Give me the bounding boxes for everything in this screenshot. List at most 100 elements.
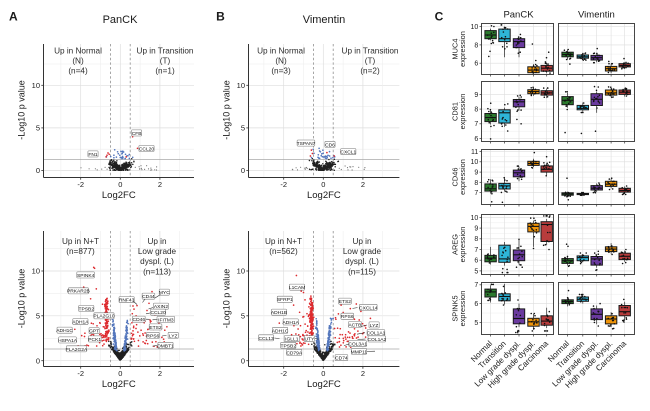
- svg-text:dyspl. (L): dyspl. (L): [140, 257, 174, 266]
- svg-text:expression: expression: [458, 291, 467, 327]
- svg-text:5: 5: [36, 311, 40, 320]
- svg-text:ETS2: ETS2: [339, 299, 352, 305]
- svg-text:CCL13: CCL13: [258, 336, 274, 342]
- svg-text:Low grade: Low grade: [343, 247, 382, 256]
- svg-text:-2: -2: [77, 369, 84, 378]
- svg-text:RPS6: RPS6: [146, 333, 159, 339]
- svg-text:SPINK4: SPINK4: [77, 273, 95, 279]
- svg-text:A: A: [9, 10, 18, 24]
- svg-text:(n=4): (n=4): [68, 67, 88, 76]
- svg-text:DMBT1: DMBT1: [157, 343, 174, 349]
- svg-text:6: 6: [474, 61, 478, 68]
- svg-text:COL3A1: COL3A1: [348, 342, 367, 348]
- svg-text:(N): (N): [275, 57, 287, 66]
- svg-text:10: 10: [237, 267, 245, 276]
- svg-text:(T): (T): [160, 57, 171, 66]
- svg-text:-Log10 p value: -Log10 p value: [17, 269, 27, 329]
- svg-text:-Log10 p value: -Log10 p value: [222, 269, 232, 329]
- svg-text:8: 8: [474, 180, 478, 187]
- svg-text:(n=2): (n=2): [360, 67, 380, 76]
- svg-text:CCL20: CCL20: [150, 310, 166, 316]
- svg-text:expression: expression: [458, 94, 467, 130]
- svg-text:6: 6: [474, 258, 478, 265]
- svg-text:GPT: GPT: [89, 329, 99, 335]
- svg-text:ACTB: ACTB: [348, 322, 361, 328]
- svg-text:11: 11: [471, 149, 478, 156]
- svg-text:dyspl. (L): dyspl. (L): [345, 257, 379, 266]
- svg-text:(n=1): (n=1): [155, 67, 175, 76]
- svg-text:Low grade: Low grade: [138, 247, 177, 256]
- svg-text:PanCK: PanCK: [503, 10, 534, 21]
- svg-text:RPS6: RPS6: [341, 314, 354, 320]
- svg-text:MMP11: MMP11: [351, 349, 368, 355]
- svg-text:ADH1A: ADH1A: [72, 320, 89, 326]
- svg-text:8: 8: [474, 42, 478, 49]
- svg-text:CD74: CD74: [335, 356, 348, 362]
- svg-text:ADH1C: ADH1C: [272, 328, 289, 334]
- svg-text:6: 6: [474, 136, 478, 143]
- svg-text:ADH1B: ADH1B: [271, 310, 287, 316]
- svg-text:0: 0: [36, 356, 40, 365]
- svg-text:PLA2G10: PLA2G10: [93, 314, 114, 320]
- svg-text:TPSB2: TPSB2: [281, 343, 297, 349]
- svg-text:Up in: Up in: [147, 237, 167, 246]
- svg-text:0: 0: [321, 180, 325, 189]
- svg-text:7: 7: [474, 121, 478, 128]
- svg-text:MYC: MYC: [159, 290, 170, 296]
- svg-text:(n=113): (n=113): [143, 267, 171, 276]
- svg-text:0: 0: [118, 369, 122, 378]
- svg-text:-Log10 p value: -Log10 p value: [222, 80, 232, 140]
- svg-text:CXCL14: CXCL14: [359, 305, 378, 311]
- svg-text:IGLL1: IGLL1: [285, 337, 299, 343]
- svg-text:7: 7: [474, 190, 478, 197]
- svg-text:(N): (N): [72, 57, 84, 66]
- svg-text:HSPA1A: HSPA1A: [58, 338, 78, 344]
- svg-text:5: 5: [474, 268, 478, 275]
- svg-text:10: 10: [471, 24, 479, 31]
- svg-text:Up in Transition: Up in Transition: [342, 46, 399, 55]
- svg-text:-2: -2: [77, 180, 84, 189]
- svg-text:expression: expression: [458, 159, 467, 195]
- svg-text:-Log10 p value: -Log10 p value: [17, 80, 27, 140]
- svg-text:PRKAR2B: PRKAR2B: [67, 289, 90, 295]
- svg-text:CCL20: CCL20: [139, 146, 155, 152]
- svg-text:10: 10: [471, 215, 479, 222]
- svg-text:ETS2: ETS2: [149, 325, 162, 331]
- svg-text:RNF43: RNF43: [119, 298, 135, 304]
- svg-text:CD44: CD44: [142, 294, 155, 300]
- svg-text:SFRP1: SFRP1: [277, 297, 293, 303]
- svg-text:ADH1C: ADH1C: [56, 328, 73, 334]
- svg-text:10: 10: [32, 267, 40, 276]
- svg-text:Log2FC: Log2FC: [102, 379, 136, 390]
- svg-text:7: 7: [474, 247, 478, 254]
- svg-text:Up in N+T: Up in N+T: [62, 237, 99, 246]
- svg-text:Vimentin: Vimentin: [303, 14, 346, 26]
- svg-text:Up in Normal: Up in Normal: [54, 46, 102, 55]
- svg-text:B: B: [216, 10, 225, 24]
- svg-text:Log2FC: Log2FC: [307, 190, 341, 201]
- svg-text:expression: expression: [458, 227, 467, 263]
- svg-text:-2: -2: [280, 180, 287, 189]
- svg-text:Log2FC: Log2FC: [307, 379, 341, 390]
- svg-text:UTY: UTY: [305, 337, 316, 343]
- svg-text:5: 5: [36, 124, 40, 133]
- svg-text:8: 8: [474, 236, 478, 243]
- svg-text:0: 0: [241, 356, 245, 365]
- svg-text:2: 2: [158, 180, 162, 189]
- svg-text:2: 2: [361, 180, 365, 189]
- svg-text:CD79A: CD79A: [286, 350, 303, 356]
- svg-text:Up in Transition: Up in Transition: [137, 46, 194, 55]
- svg-text:Up in: Up in: [352, 237, 372, 246]
- svg-text:CFB: CFB: [132, 131, 142, 137]
- svg-text:PCK1: PCK1: [88, 337, 101, 343]
- svg-text:COL1A2: COL1A2: [368, 337, 387, 343]
- svg-text:PLA2G2A: PLA2G2A: [66, 347, 88, 353]
- svg-text:2: 2: [158, 369, 162, 378]
- svg-text:(T): (T): [365, 57, 376, 66]
- svg-text:2: 2: [361, 369, 365, 378]
- svg-text:9: 9: [474, 170, 478, 177]
- svg-text:TPSB2: TPSB2: [79, 306, 95, 312]
- svg-text:ADH1A: ADH1A: [283, 320, 300, 326]
- svg-text:9: 9: [474, 226, 478, 233]
- svg-text:CD46: CD46: [133, 317, 146, 323]
